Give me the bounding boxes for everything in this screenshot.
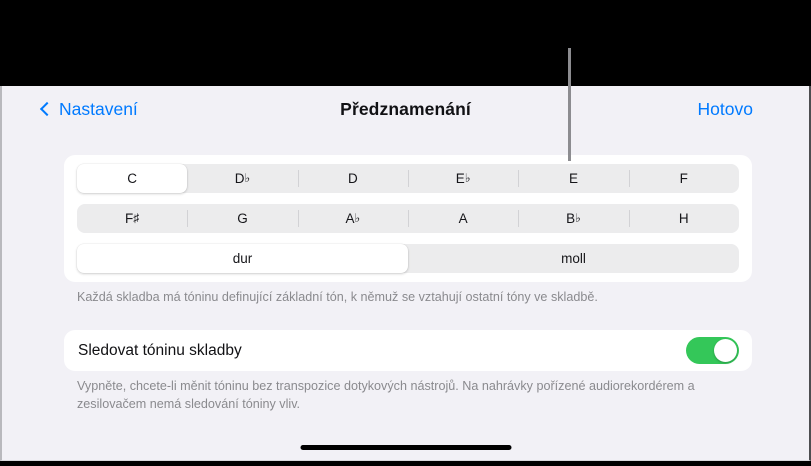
segment-label: G xyxy=(237,211,248,226)
key-segment-d♭[interactable]: D ♭ xyxy=(234,170,251,186)
segment-divider xyxy=(187,210,189,227)
callout-leader-line xyxy=(568,48,571,161)
segment-label: E xyxy=(455,171,465,186)
segment-divider xyxy=(628,170,630,187)
device-screen: Nastavení Předznamenání Hotovo C D ♭ D E ♭ E F … xyxy=(0,86,811,461)
segment-divider xyxy=(407,210,409,227)
segment-label: E xyxy=(568,171,578,186)
segment-divider xyxy=(297,210,299,227)
segment-label: C xyxy=(127,171,138,186)
follow-key-toggle[interactable] xyxy=(686,337,739,364)
segment-label: F xyxy=(679,171,688,186)
key-selector-card: C D ♭ D E ♭ E F F ♯ G A ♭ A B ♭ H dur moll xyxy=(64,155,752,282)
back-button-nastaveni[interactable]: Nastavení xyxy=(39,99,138,120)
key-segment-g[interactable]: G xyxy=(187,204,297,233)
back-button-label: Nastavení xyxy=(59,99,138,119)
navigation-bar: Nastavení Předznamenání Hotovo xyxy=(2,86,809,133)
follow-key-footnote: Vypněte, chcete-li měnit tóninu bez tran… xyxy=(77,379,695,411)
key-selector-footnote: Každá skladba má tóninu definující zákla… xyxy=(77,290,598,304)
key-row-2: F ♯ G A ♭ A B ♭ H xyxy=(77,204,739,233)
key-segment-e♭[interactable]: E ♭ xyxy=(407,164,518,193)
segment-divider xyxy=(518,210,520,227)
page-title: Předznamenání xyxy=(340,99,471,119)
segment-divider xyxy=(297,170,299,187)
key-segment-c[interactable]: C xyxy=(77,164,188,193)
key-segment-d[interactable]: D xyxy=(297,164,408,193)
key-segment-h[interactable]: H xyxy=(628,204,739,233)
key-segment-f♯[interactable]: F ♯ xyxy=(125,210,140,226)
segment-label: H xyxy=(678,211,689,226)
segment-label: moll xyxy=(561,251,586,266)
mode-segment-dur[interactable]: dur xyxy=(77,244,408,273)
segment-label: A xyxy=(345,211,355,226)
segment-divider xyxy=(628,210,630,227)
segment-divider xyxy=(518,170,520,187)
home-indicator[interactable] xyxy=(300,445,511,450)
key-segment-e[interactable]: E xyxy=(518,164,628,193)
segment-label: B xyxy=(566,211,576,226)
key-segment-b♭[interactable]: B ♭ xyxy=(518,204,628,233)
mode-segment-moll[interactable]: moll xyxy=(408,244,739,273)
key-row-1: C D ♭ D E ♭ E F xyxy=(77,164,739,193)
key-segment-a[interactable]: A xyxy=(407,204,518,233)
mode-row: dur moll xyxy=(77,244,739,273)
segment-label: D xyxy=(347,171,358,186)
toggle-knob xyxy=(714,339,737,362)
segment-label: F xyxy=(125,211,134,226)
done-button[interactable]: Hotovo xyxy=(697,99,753,119)
segment-label: D xyxy=(234,171,245,186)
segment-label: A xyxy=(458,211,468,226)
key-segment-a♭[interactable]: A ♭ xyxy=(297,204,408,233)
segment-label: dur xyxy=(232,251,253,266)
key-segment-f[interactable]: F xyxy=(628,164,739,193)
follow-key-row: Sledovat tóninu skladby xyxy=(64,330,752,371)
follow-key-label: Sledovat tóninu skladby xyxy=(78,341,242,359)
segment-divider xyxy=(407,170,409,187)
